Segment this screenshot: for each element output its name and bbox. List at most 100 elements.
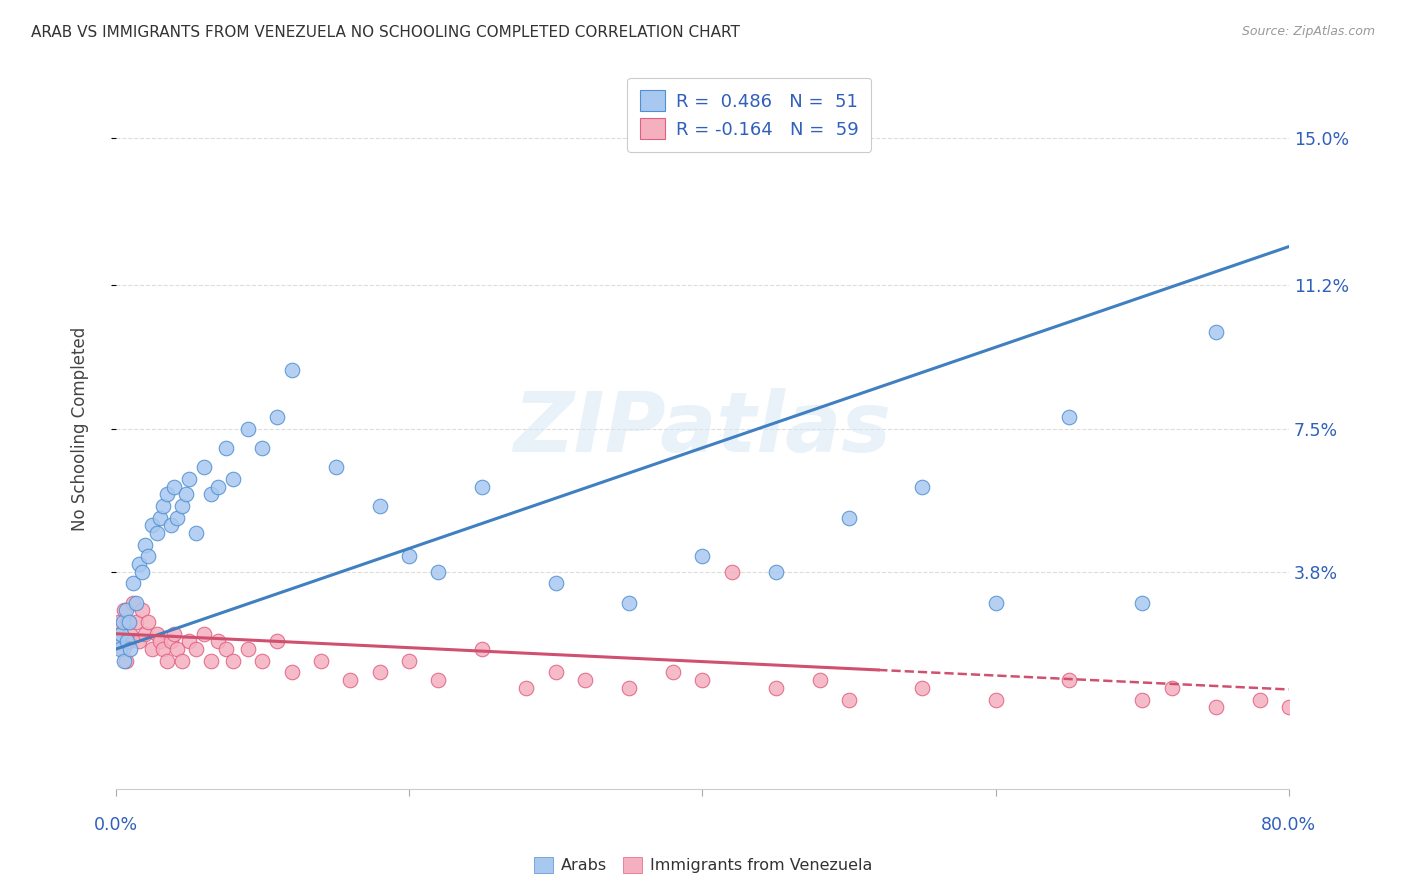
Point — [107, 615, 129, 629]
Point — [515, 681, 537, 695]
Point — [309, 654, 332, 668]
Point — [838, 692, 860, 706]
Point — [252, 441, 274, 455]
Point — [574, 673, 596, 688]
Point — [136, 549, 159, 564]
Legend: R =  0.486   N =  51, R = -0.164   N =  59: R = 0.486 N = 51, R = -0.164 N = 59 — [627, 78, 872, 152]
Point — [156, 654, 179, 668]
Point — [115, 654, 138, 668]
Point — [110, 626, 132, 640]
Point — [765, 565, 787, 579]
Point — [911, 681, 934, 695]
Point — [368, 499, 391, 513]
Point — [471, 642, 494, 657]
Point — [170, 499, 193, 513]
Point — [131, 603, 153, 617]
Point — [252, 654, 274, 668]
Point — [125, 615, 148, 629]
Point — [141, 642, 163, 657]
Point — [984, 596, 1007, 610]
Point — [222, 472, 245, 486]
Point — [177, 634, 200, 648]
Point — [118, 615, 141, 629]
Point — [145, 526, 167, 541]
Point — [111, 615, 134, 629]
Y-axis label: No Schooling Completed: No Schooling Completed — [72, 326, 89, 531]
Text: Source: ZipAtlas.com: Source: ZipAtlas.com — [1241, 25, 1375, 38]
Point — [911, 480, 934, 494]
Point — [368, 665, 391, 680]
Point — [200, 487, 222, 501]
Point — [325, 460, 347, 475]
Point — [128, 634, 150, 648]
Point — [120, 642, 142, 657]
Point — [166, 642, 188, 657]
Point — [160, 518, 183, 533]
Point — [984, 692, 1007, 706]
Point — [141, 518, 163, 533]
Point — [1057, 409, 1080, 424]
Point — [117, 634, 139, 648]
Point — [152, 642, 174, 657]
Point — [136, 615, 159, 629]
Point — [122, 596, 145, 610]
Point — [122, 576, 145, 591]
Point — [236, 642, 259, 657]
Point — [280, 665, 302, 680]
Point — [1160, 681, 1182, 695]
Point — [108, 634, 131, 648]
Point — [544, 665, 567, 680]
Point — [1205, 700, 1227, 714]
Point — [186, 642, 208, 657]
Point — [662, 665, 685, 680]
Point — [1130, 692, 1153, 706]
Point — [690, 673, 713, 688]
Point — [222, 654, 245, 668]
Point — [174, 487, 197, 501]
Point — [427, 565, 450, 579]
Point — [214, 642, 236, 657]
Point — [720, 565, 742, 579]
Text: ARAB VS IMMIGRANTS FROM VENEZUELA NO SCHOOLING COMPLETED CORRELATION CHART: ARAB VS IMMIGRANTS FROM VENEZUELA NO SCH… — [31, 25, 740, 40]
Point — [200, 654, 222, 668]
Point — [398, 654, 420, 668]
Text: 80.0%: 80.0% — [1261, 815, 1316, 834]
Point — [214, 441, 236, 455]
Point — [112, 603, 135, 617]
Point — [193, 626, 215, 640]
Point — [163, 480, 186, 494]
Point — [765, 681, 787, 695]
Point — [149, 510, 172, 524]
Point — [112, 654, 135, 668]
Point — [152, 499, 174, 513]
Point — [1130, 596, 1153, 610]
Point — [1057, 673, 1080, 688]
Point — [128, 557, 150, 571]
Point — [170, 654, 193, 668]
Point — [398, 549, 420, 564]
Point — [120, 626, 142, 640]
Point — [617, 681, 640, 695]
Point — [110, 626, 132, 640]
Text: ZIPatlas: ZIPatlas — [513, 388, 891, 469]
Point — [207, 480, 229, 494]
Point — [427, 673, 450, 688]
Point — [339, 673, 361, 688]
Point — [117, 615, 139, 629]
Point — [236, 421, 259, 435]
Point — [266, 409, 288, 424]
Legend: Arabs, Immigrants from Venezuela: Arabs, Immigrants from Venezuela — [527, 850, 879, 880]
Point — [149, 634, 172, 648]
Point — [544, 576, 567, 591]
Point — [808, 673, 831, 688]
Point — [690, 549, 713, 564]
Point — [266, 634, 288, 648]
Point — [193, 460, 215, 475]
Point — [115, 603, 138, 617]
Point — [108, 642, 131, 657]
Point — [838, 510, 860, 524]
Point — [177, 472, 200, 486]
Point — [617, 596, 640, 610]
Point — [280, 363, 302, 377]
Point — [131, 565, 153, 579]
